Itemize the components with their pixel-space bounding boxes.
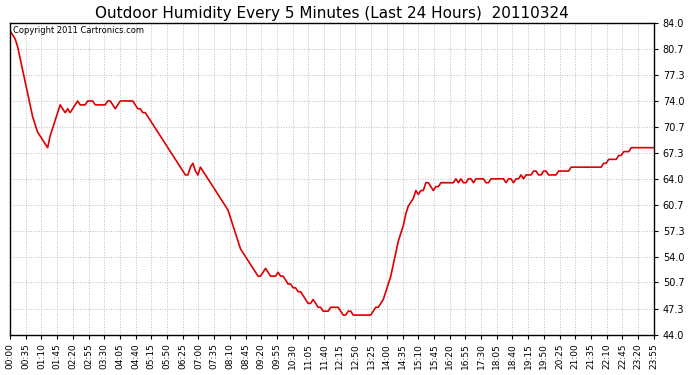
Title: Outdoor Humidity Every 5 Minutes (Last 24 Hours)  20110324: Outdoor Humidity Every 5 Minutes (Last 2… [95,6,569,21]
Text: Copyright 2011 Cartronics.com: Copyright 2011 Cartronics.com [13,26,144,35]
